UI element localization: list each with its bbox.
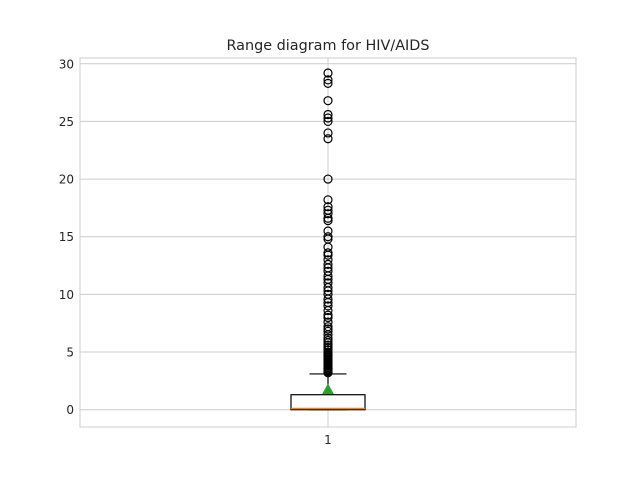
outlier-point — [323, 326, 333, 336]
y-tick-label: 20 — [59, 173, 74, 187]
outlier-point — [323, 78, 333, 88]
outlier-point — [323, 255, 333, 265]
y-tick-label: 30 — [59, 57, 74, 71]
outlier-point — [323, 333, 333, 343]
outlier-point — [323, 278, 333, 288]
outlier-point — [323, 266, 333, 276]
outlier-point — [323, 174, 333, 184]
chart-title: Range diagram for HIV/AIDS — [226, 38, 429, 54]
y-tick-label: 10 — [59, 288, 74, 302]
x-tick-label: 1 — [324, 433, 332, 447]
outlier-point — [323, 345, 333, 355]
outlier-point — [323, 68, 333, 78]
outlier-point — [323, 202, 333, 212]
iqr-box — [290, 394, 366, 411]
outlier-point — [323, 205, 333, 215]
outlier-point — [323, 134, 333, 144]
outlier-point — [323, 289, 333, 299]
outlier-point — [323, 215, 333, 226]
y-tick-label: 15 — [59, 230, 74, 244]
outlier-point — [323, 96, 333, 106]
x-axis: 1 — [324, 433, 332, 447]
outlier-point — [323, 209, 333, 219]
outlier-point — [323, 322, 333, 332]
outlier-point — [323, 226, 333, 236]
y-axis: 0 5 10 15 20 25 30 — [59, 57, 74, 417]
plot-area — [290, 68, 366, 411]
outlier-point — [323, 317, 333, 327]
axes-frame — [79, 57, 577, 428]
outlier-point — [323, 116, 333, 127]
outlier-point — [323, 324, 333, 334]
outlier-point — [323, 232, 333, 242]
outlier-point — [323, 342, 333, 353]
outlier-point — [323, 128, 333, 138]
y-tick-label: 25 — [59, 115, 74, 129]
outlier-point — [323, 109, 333, 120]
y-tick-label: 5 — [66, 346, 74, 360]
y-tick-label: 0 — [66, 403, 74, 417]
outlier-point — [323, 312, 333, 323]
mean-marker — [322, 383, 334, 395]
outlier-point — [323, 340, 333, 350]
outlier-point — [323, 113, 333, 123]
outlier-point — [323, 75, 333, 85]
outlier-point — [323, 347, 333, 357]
outlier-point — [323, 335, 333, 346]
outlier-point — [323, 310, 333, 320]
outlier-point — [323, 195, 333, 205]
outlier-point — [323, 248, 333, 258]
outlier-point — [323, 259, 333, 270]
outlier-point — [323, 301, 333, 311]
